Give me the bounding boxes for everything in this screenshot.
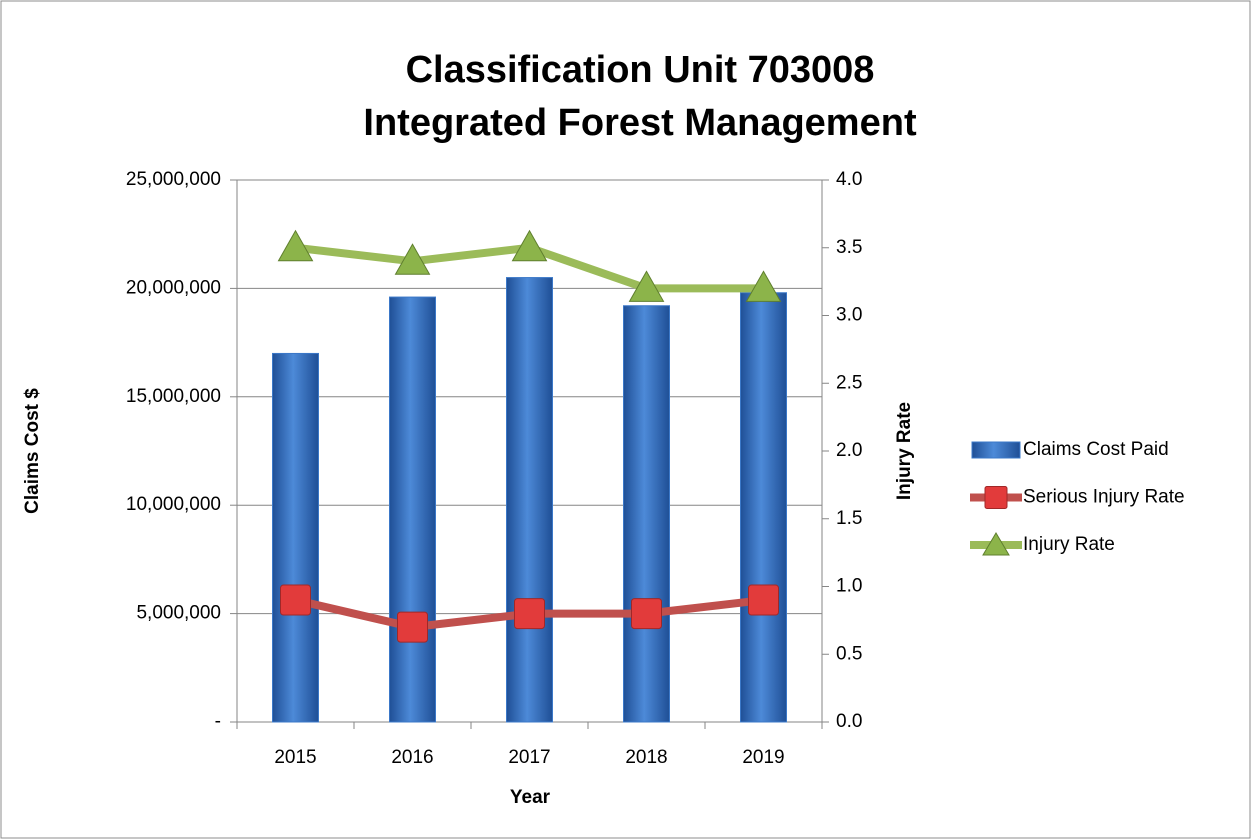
marker <box>280 584 311 616</box>
chart-title: Classification Unit 703008 <box>406 49 875 91</box>
marker <box>277 229 314 262</box>
bar <box>272 352 319 723</box>
legend-label: Injury Rate <box>1023 534 1115 555</box>
y2-tick-label: 3.5 <box>836 237 862 258</box>
x-tick-label: 2017 <box>508 747 550 768</box>
y2-tick-label: 1.5 <box>836 508 862 529</box>
legend-swatch <box>971 441 1021 459</box>
marker <box>748 584 779 616</box>
y2-tick-label: 2.0 <box>836 440 862 461</box>
y2-axis-title: Injury Rate <box>894 402 915 500</box>
legend-label: Claims Cost Paid <box>1023 439 1169 460</box>
y2-tick-label: 1.0 <box>836 576 862 597</box>
legend-marker <box>982 532 1010 556</box>
y2-tick-label: 0.5 <box>836 643 862 664</box>
y2-tick-label: 4.0 <box>836 169 862 190</box>
legend-marker <box>984 486 1008 509</box>
y-tick-label: 20,000,000 <box>126 277 221 298</box>
marker <box>397 611 428 643</box>
marker <box>745 270 782 302</box>
y-tick-label: 25,000,000 <box>126 169 221 190</box>
marker <box>394 243 431 275</box>
marker <box>631 598 662 630</box>
x-tick-label: 2019 <box>742 747 784 768</box>
marker <box>511 229 548 262</box>
x-tick-label: 2016 <box>391 747 433 768</box>
y-tick-label: 15,000,000 <box>126 386 221 407</box>
marker <box>514 598 545 630</box>
bar <box>623 305 670 723</box>
x-tick-label: 2015 <box>274 747 316 768</box>
y-tick-label: - <box>215 711 221 732</box>
x-tick-label: 2018 <box>625 747 667 768</box>
marker <box>628 270 665 302</box>
y2-tick-label: 0.0 <box>836 711 862 732</box>
y-tick-label: 10,000,000 <box>126 494 221 515</box>
y-tick-label: 5,000,000 <box>136 603 221 624</box>
x-axis-title: Year <box>510 787 551 808</box>
legend-label: Serious Injury Rate <box>1023 487 1185 508</box>
y2-tick-label: 3.0 <box>836 305 862 326</box>
y2-tick-label: 2.5 <box>836 372 862 393</box>
bar <box>506 277 553 723</box>
bar <box>740 292 787 723</box>
bar <box>389 296 436 723</box>
y-axis-title: Claims Cost $ <box>22 388 43 514</box>
chart-title: Integrated Forest Management <box>363 102 917 144</box>
